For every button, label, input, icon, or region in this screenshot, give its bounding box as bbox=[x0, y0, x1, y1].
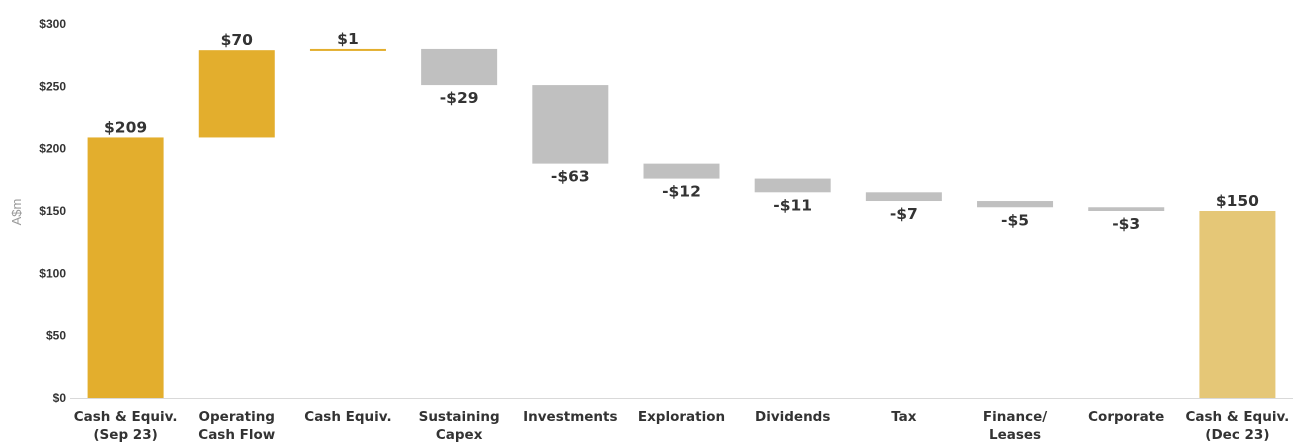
x-tick-label: Investments bbox=[523, 409, 617, 425]
x-axis: Cash & Equiv. (Sep 23) Operating Cash Flow C… bbox=[74, 409, 1290, 443]
bar-9 bbox=[1088, 207, 1165, 211]
x-tick-label: Finance/ bbox=[983, 409, 1047, 425]
bar-0 bbox=[87, 137, 164, 399]
bar-7 bbox=[865, 192, 942, 202]
x-tick-label: Corporate bbox=[1088, 409, 1164, 425]
bar-10 bbox=[1199, 211, 1276, 398]
bar-1 bbox=[198, 50, 275, 138]
y-axis-label: A$m bbox=[9, 199, 24, 226]
data-label-10: $150 bbox=[1216, 192, 1259, 210]
bar-5 bbox=[643, 163, 720, 179]
bar-2 bbox=[309, 48, 386, 51]
y-axis: $0 $50 $100 $150 $200 $250 $300 bbox=[39, 17, 66, 405]
bar-6 bbox=[754, 178, 831, 193]
x-tick-label: Cash Flow bbox=[198, 427, 275, 443]
x-tick-label: Operating bbox=[199, 409, 275, 425]
y-tick-label: $300 bbox=[39, 17, 66, 31]
x-tick-label: (Sep 23) bbox=[93, 427, 157, 443]
x-tick-label: Exploration bbox=[638, 409, 725, 425]
x-tick-label: Capex bbox=[436, 427, 483, 443]
bar-4 bbox=[532, 85, 609, 164]
data-label-1: $70 bbox=[221, 31, 254, 49]
y-tick-label: $150 bbox=[39, 204, 66, 218]
data-label-2: $1 bbox=[337, 30, 359, 48]
x-tick-label: (Dec 23) bbox=[1205, 427, 1269, 443]
x-tick-label: Tax bbox=[891, 409, 917, 425]
y-tick-label: $50 bbox=[46, 329, 66, 343]
data-labels: $209 $70 $1 -$29 -$63 -$12 -$11 -$7 -$5 -$3 $150 bbox=[104, 30, 1259, 233]
data-label-3: -$29 bbox=[440, 89, 479, 107]
data-label-6: -$11 bbox=[773, 196, 812, 214]
bar-8 bbox=[977, 201, 1054, 208]
y-tick-label: $0 bbox=[53, 391, 67, 405]
y-tick-label: $250 bbox=[39, 79, 66, 93]
bars bbox=[87, 48, 1276, 399]
x-tick-label: Cash & Equiv. bbox=[1186, 409, 1290, 425]
bar-3 bbox=[421, 48, 498, 86]
data-label-5: -$12 bbox=[662, 183, 701, 201]
data-label-7: -$7 bbox=[890, 205, 918, 223]
x-tick-label: Sustaining bbox=[419, 409, 500, 425]
data-label-8: -$5 bbox=[1001, 211, 1029, 229]
data-label-9: -$3 bbox=[1112, 215, 1140, 233]
y-tick-label: $100 bbox=[39, 266, 66, 280]
y-tick-label: $200 bbox=[39, 142, 66, 156]
x-tick-label: Cash Equiv. bbox=[304, 409, 391, 425]
x-tick-label: Dividends bbox=[755, 409, 830, 425]
x-tick-label: Leases bbox=[989, 427, 1041, 443]
data-label-4: -$63 bbox=[551, 168, 590, 186]
x-tick-label: Cash & Equiv. bbox=[74, 409, 178, 425]
data-label-0: $209 bbox=[104, 118, 147, 136]
